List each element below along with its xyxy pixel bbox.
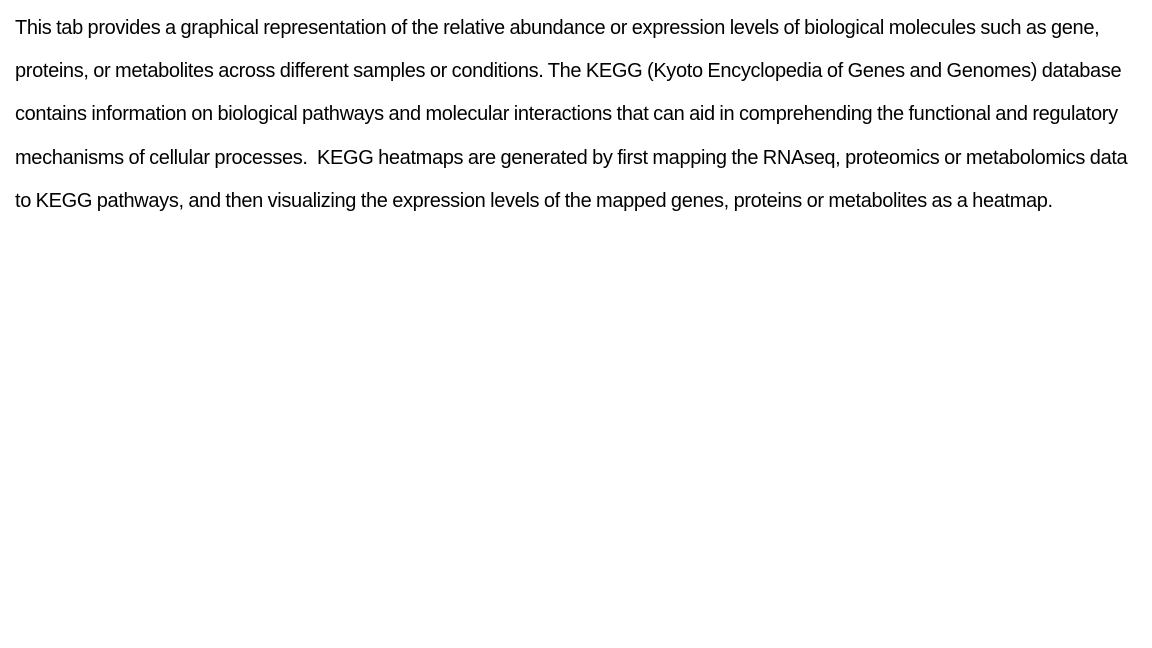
description-paragraph: This tab provides a graphical representa…	[15, 17, 1133, 212]
